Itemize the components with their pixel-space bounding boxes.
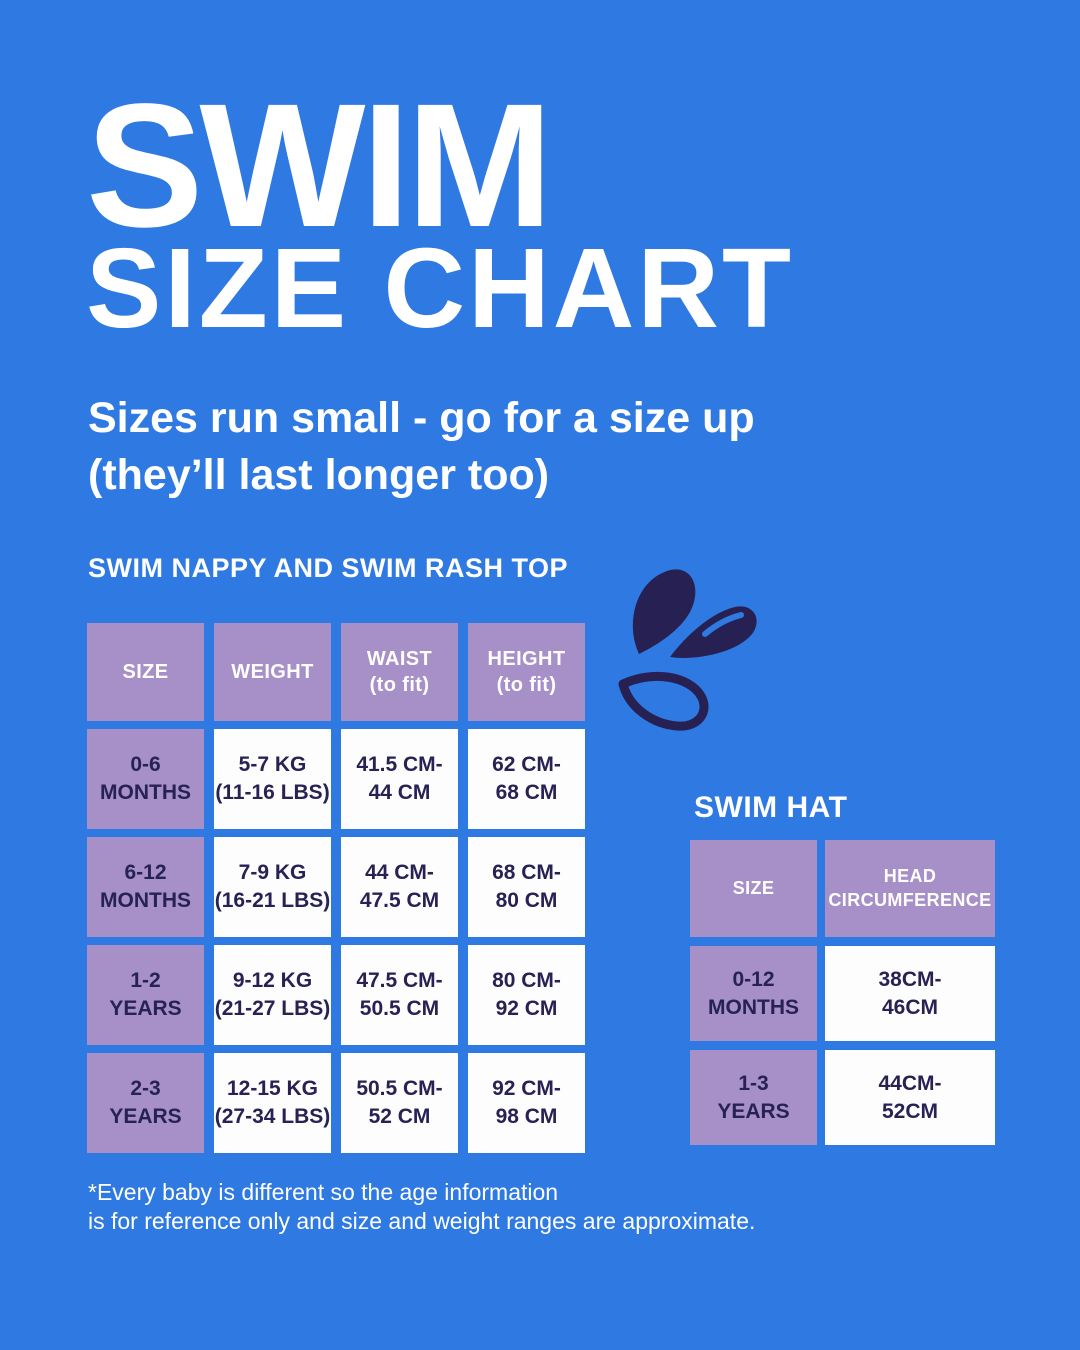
hat-header-size: SIZE [690,840,817,937]
footnote: *Every baby is different so the age info… [88,1179,756,1234]
nappy-row4-height: 92 CM- 98 CM [468,1053,585,1153]
nappy-row2-size: 6-12 MONTHS [87,837,204,937]
nappy-row4-size: 2-3 YEARS [87,1053,204,1153]
hat-row2-size: 1-3 YEARS [690,1050,817,1145]
nappy-row2-height: 68 CM- 80 CM [468,837,585,937]
nappy-header-height: HEIGHT (to fit) [468,623,585,721]
nappy-row2-waist: 44 CM- 47.5 CM [341,837,458,937]
hat-header-circumference: HEAD CIRCUMFERENCE [825,840,995,937]
poster-subtitle: Sizes run small - go for a size up (they… [88,394,755,500]
hat-row2-circumference: 44CM- 52CM [825,1050,995,1145]
poster-title-line2: SIZE CHART [86,225,794,351]
poster-title-line1: SWIM [86,68,553,264]
nappy-row1-waist: 41.5 CM- 44 CM [341,729,458,829]
nappy-row3-waist: 47.5 CM- 50.5 CM [341,945,458,1045]
nappy-header-weight: WEIGHT [214,623,331,721]
hat-row1-circumference: 38CM- 46CM [825,946,995,1041]
water-splash-icon [618,569,757,731]
nappy-header-size: SIZE [87,623,204,721]
nappy-row3-size: 1-2 YEARS [87,945,204,1045]
nappy-section-title: SWIM NAPPY AND SWIM RASH TOP [88,553,569,583]
nappy-header-waist: WAIST (to fit) [341,623,458,721]
nappy-row1-height: 62 CM- 68 CM [468,729,585,829]
nappy-row1-weight: 5-7 KG (11-16 LBS) [214,729,331,829]
hat-section-title: SWIM HAT [694,791,848,824]
nappy-row2-weight: 7-9 KG (16-21 LBS) [214,837,331,937]
hat-size-table: SIZE HEAD CIRCUMFERENCE 0-12 MONTHS 38CM… [690,840,995,1145]
nappy-size-table: SIZE WEIGHT WAIST (to fit) HEIGHT (to fi… [87,623,585,1153]
nappy-row3-height: 80 CM- 92 CM [468,945,585,1045]
nappy-row4-waist: 50.5 CM- 52 CM [341,1053,458,1153]
nappy-row1-size: 0-6 MONTHS [87,729,204,829]
nappy-row4-weight: 12-15 KG (27-34 LBS) [214,1053,331,1153]
nappy-row3-weight: 9-12 KG (21-27 LBS) [214,945,331,1045]
hat-row1-size: 0-12 MONTHS [690,946,817,1041]
